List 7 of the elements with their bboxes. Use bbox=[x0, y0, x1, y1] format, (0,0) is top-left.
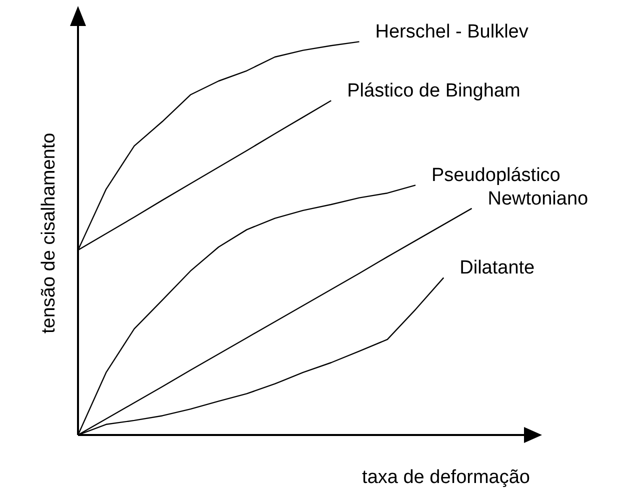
series-label: Pseudoplástico bbox=[432, 165, 560, 186]
y-axis-title: tensão de cisalhamento bbox=[38, 132, 60, 334]
series-label: Plástico de Bingham bbox=[347, 80, 520, 102]
series-label: Newtoniano bbox=[488, 188, 588, 210]
series-label: Dilatante bbox=[460, 258, 535, 279]
x-axis-title: taxa de deformação bbox=[362, 467, 530, 488]
series-label: Herschel - Bulklev bbox=[375, 22, 529, 43]
